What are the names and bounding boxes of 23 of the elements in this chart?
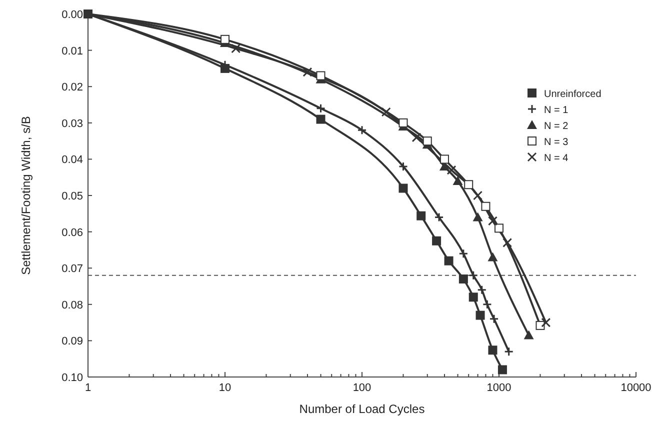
y-tick-label: 0.01 [62,45,83,58]
y-tick-label: 0.08 [62,299,83,312]
y-tick-label: 0.02 [62,82,83,94]
y-tick-label: 0.10 [62,372,83,384]
legend-label: N = 1 [544,105,569,116]
legend-label: Unreinforced [544,89,602,100]
x-axis-title: Number of Load Cycles [299,402,425,416]
legend-label: N = 4 [544,153,569,164]
x-tick-label: 1000 [486,382,512,394]
x-tick-label: 10000 [620,382,652,394]
y-tick-label: 0.06 [62,226,83,239]
y-tick-label: 0.07 [62,263,83,276]
y-tick-label: 0.04 [62,154,83,166]
x-tick-label: 1 [84,382,92,394]
x-tick-label: 10 [218,382,232,394]
y-tick-label: 0.05 [62,190,83,202]
legend-label: N = 3 [544,137,569,148]
y-axis-title: Settlement/Footing Width, s/B [19,116,33,275]
legend-label: N = 2 [544,121,569,132]
x-tick-label: 100 [352,382,372,394]
y-tick-label: 0.00 [62,9,83,21]
y-tick-label: 0.03 [62,118,83,130]
y-tick-label: 0.09 [62,336,83,348]
